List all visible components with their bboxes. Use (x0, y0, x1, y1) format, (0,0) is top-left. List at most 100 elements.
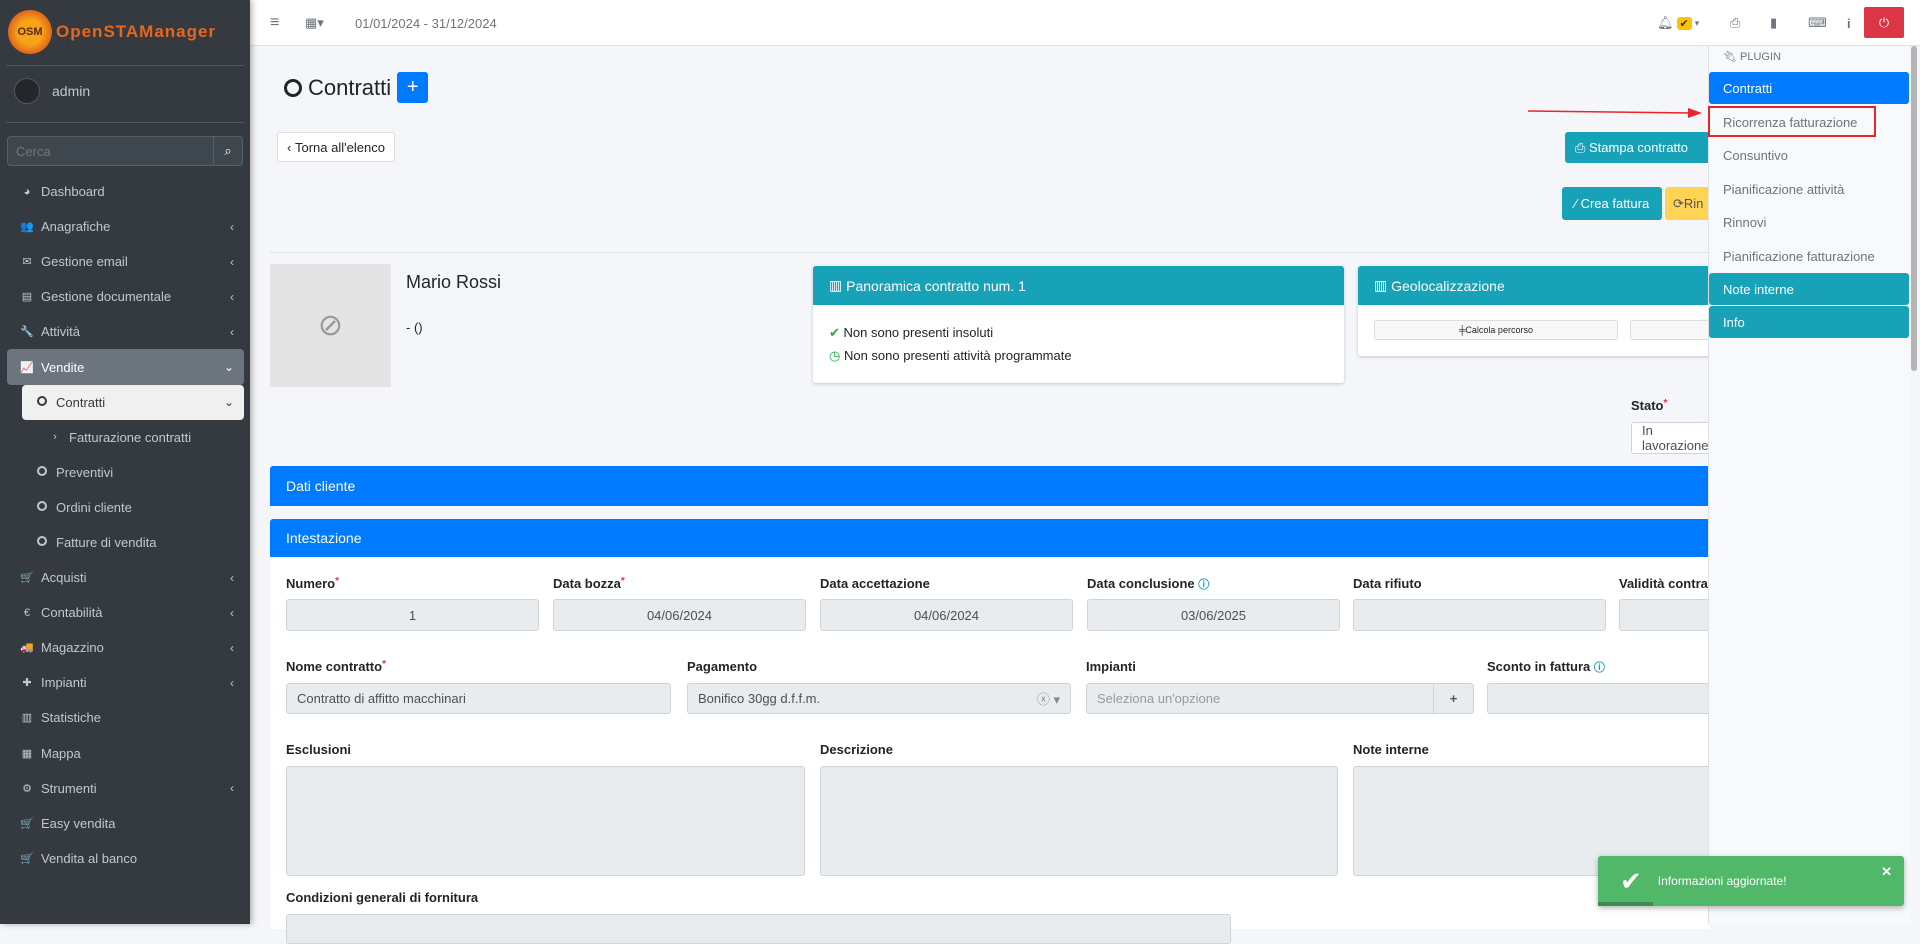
description-textarea[interactable] (820, 766, 1338, 876)
sidebar-item-acquisti[interactable]: 🛒 Acquisti ‹ (7, 560, 244, 595)
map-icon: ▥ (1374, 277, 1392, 293)
logo[interactable]: OSM OpenSTAManager (8, 8, 216, 56)
divider (6, 122, 244, 123)
chart-icon: 📈 (20, 361, 34, 374)
plugin-item-contratti[interactable]: Contratti (1709, 72, 1909, 104)
cart-icon: 🛒 (20, 852, 34, 865)
print-contract-button[interactable]: ⎙ Stampa contratto (1565, 132, 1725, 163)
conditions-input[interactable] (286, 914, 1231, 944)
field-input[interactable] (1619, 599, 1710, 631)
close-icon[interactable]: ✕ (1881, 864, 1892, 879)
sidebar-item-vendite[interactable]: 📈 Vendite ⌄ (7, 349, 244, 385)
plugin-item-consuntivo[interactable]: Consuntivo (1723, 147, 1789, 163)
sidebar-item-preventivi[interactable]: Preventivi (7, 455, 244, 490)
field-input[interactable] (1353, 599, 1606, 631)
field-input[interactable]: 04/06/2024 (820, 599, 1073, 631)
plugin-item-rinnovi[interactable]: Rinnovi (1723, 214, 1767, 230)
payment-label: Pagamento (687, 659, 758, 674)
clear-dropdown-icon[interactable]: ⓧ ▾ (1036, 692, 1060, 707)
payment-select[interactable]: Bonifico 30gg d.f.f.m. ⓧ ▾ (687, 683, 1071, 714)
sidebar-item-vendita-al-banco[interactable]: 🛒 Vendita al banco (7, 841, 244, 876)
sidebar-item-ordini-cliente[interactable]: Ordini cliente (7, 490, 244, 525)
add-button[interactable]: + (397, 72, 429, 103)
sidebar-item-fatture-di-vendita[interactable]: Fatture di vendita (7, 525, 244, 560)
sidebar-item-contratti[interactable]: Contratti ⌄ (22, 384, 244, 420)
field-input[interactable]: 1 (286, 599, 539, 631)
plugin-item-ricorrenza-fatturazione[interactable]: Ricorrenza fatturazione (1723, 114, 1858, 130)
section-dati-cliente[interactable]: Dati cliente (270, 466, 1710, 506)
calculate-route-button[interactable]: ╪ Calcola percorso (1374, 320, 1618, 340)
sidebar-item-label: Contratti (56, 394, 106, 410)
sidebar-item-label: Acquisti (41, 570, 87, 586)
sidebar-item-label: Vendita al banco (41, 850, 138, 866)
field-input[interactable]: 03/06/2025 (1087, 599, 1340, 631)
plugin-item-pianificazione-fatturazione[interactable]: Pianificazione fatturazione (1723, 248, 1875, 264)
calendar-icon[interactable]: ▦▾ (305, 15, 324, 30)
book-icon[interactable]: ▮ (1770, 15, 1778, 30)
field-label: Data bozza* (553, 576, 625, 591)
help-icon[interactable]: ⓘ (1198, 579, 1210, 591)
search-input[interactable] (8, 137, 213, 165)
cog-icon: ⚙ (22, 782, 32, 795)
stato-label: Stato* (1631, 398, 1668, 413)
field-label: Data accettazione (820, 576, 930, 591)
menu-toggle-icon[interactable]: ≡ (270, 14, 280, 31)
user-panel[interactable]: admin (14, 78, 90, 104)
sidebar-item-mappa[interactable]: ▦ Mappa (7, 736, 244, 771)
back-to-list-button[interactable]: ‹ Torna all'elenco (277, 132, 395, 162)
search-icon[interactable]: ⌕ (213, 137, 242, 165)
map-icon: ▦ (21, 747, 33, 760)
client-name[interactable]: Mario Rossi (406, 272, 502, 292)
exclusions-textarea[interactable] (286, 766, 805, 876)
sidebar-item-attivit-[interactable]: 🔧 Attività ‹ (7, 314, 244, 349)
sidebar-item-gestione-documentale[interactable]: ▤ Gestione documentale ‹ (7, 279, 244, 314)
info-icon[interactable]: i (1847, 15, 1851, 31)
discount-input[interactable] (1487, 683, 1717, 714)
printer-icon: ⎙ (1575, 139, 1590, 155)
notifications-button[interactable]: 🔔︎ ✔ ▾ (1657, 15, 1700, 30)
geo-secondary-button[interactable] (1630, 320, 1710, 340)
plugin-item-pianificazione-attivit-[interactable]: Pianificazione attività (1723, 181, 1845, 197)
dashboard-icon: ◕ (23, 185, 31, 198)
envelope-icon: ✉ (22, 256, 32, 269)
chevron-icon: ‹ (230, 324, 234, 339)
sidebar-item-label: Magazzino (41, 640, 104, 656)
section-intestazione[interactable]: Intestazione (270, 519, 1710, 557)
scrollbar[interactable] (1911, 46, 1917, 371)
sidebar-item-statistiche[interactable]: ▥ Statistiche (7, 700, 244, 735)
sidebar-item-label: Attività (41, 324, 81, 340)
sidebar-item-easy-vendita[interactable]: 🛒 Easy vendita (7, 806, 244, 841)
sidebar-item-anagrafiche[interactable]: 👥 Anagrafiche ‹ (7, 209, 244, 244)
date-range[interactable]: 01/01/2024 - 31/12/2024 (355, 15, 497, 31)
add-plant-icon[interactable]: + (1433, 684, 1473, 713)
sidebar-item-contabilit-[interactable]: € Contabilità ‹ (7, 595, 244, 630)
printer-icon[interactable]: ⎙ (1730, 15, 1741, 30)
field-input[interactable]: 04/06/2024 (553, 599, 806, 631)
stato-select[interactable]: In lavorazione (1631, 422, 1721, 454)
wrench-icon: 🔧 (20, 326, 34, 339)
sidebar-item-dashboard[interactable]: ◕ Dashboard (7, 174, 244, 209)
sidebar-item-magazzino[interactable]: 🚚 Magazzino ‹ (7, 630, 244, 665)
sidebar-item-label: Statistiche (41, 710, 101, 726)
plugin-item-note-interne[interactable]: Note interne (1709, 273, 1909, 305)
contract-name-input[interactable]: Contratto di affitto macchinari (286, 683, 671, 714)
sidebar-item-strumenti[interactable]: ⚙ Strumenti ‹ (7, 771, 244, 806)
plugin-item-info[interactable]: Info (1709, 306, 1909, 338)
plants-select[interactable]: Seleziona un'opzione + (1086, 683, 1474, 714)
sidebar-item-label: Fatturazione contratti (69, 429, 192, 445)
overview-header: ▥ Panoramica contratto num. 1 (813, 266, 1344, 305)
plugin-header: 🔌︎ PLUGIN (1723, 51, 1781, 63)
chevron-right-icon: › (53, 431, 57, 444)
keyboard-icon[interactable]: ⌨ (1808, 15, 1827, 30)
create-invoice-button[interactable]: ⁄ Crea fattura (1562, 187, 1662, 220)
no-activities-status: ◷ Non sono presenti attività programmate (829, 348, 1072, 363)
sidebar-item-label: Easy vendita (41, 815, 116, 831)
help-icon[interactable]: ⓘ (1593, 662, 1605, 674)
sidebar-item-impianti[interactable]: ✚ Impianti ‹ (7, 665, 244, 700)
sidebar-item-fatturazione-contratti[interactable]: › Fatturazione contratti (7, 420, 244, 455)
logout-power-icon[interactable]: ⏻ (1864, 7, 1904, 38)
no-unpaid-status: ✔ Non sono presenti insoluti (829, 325, 994, 340)
sidebar-item-gestione-email[interactable]: ✉ Gestione email ‹ (7, 244, 244, 279)
sidebar-item-label: Anagrafiche (41, 219, 111, 235)
